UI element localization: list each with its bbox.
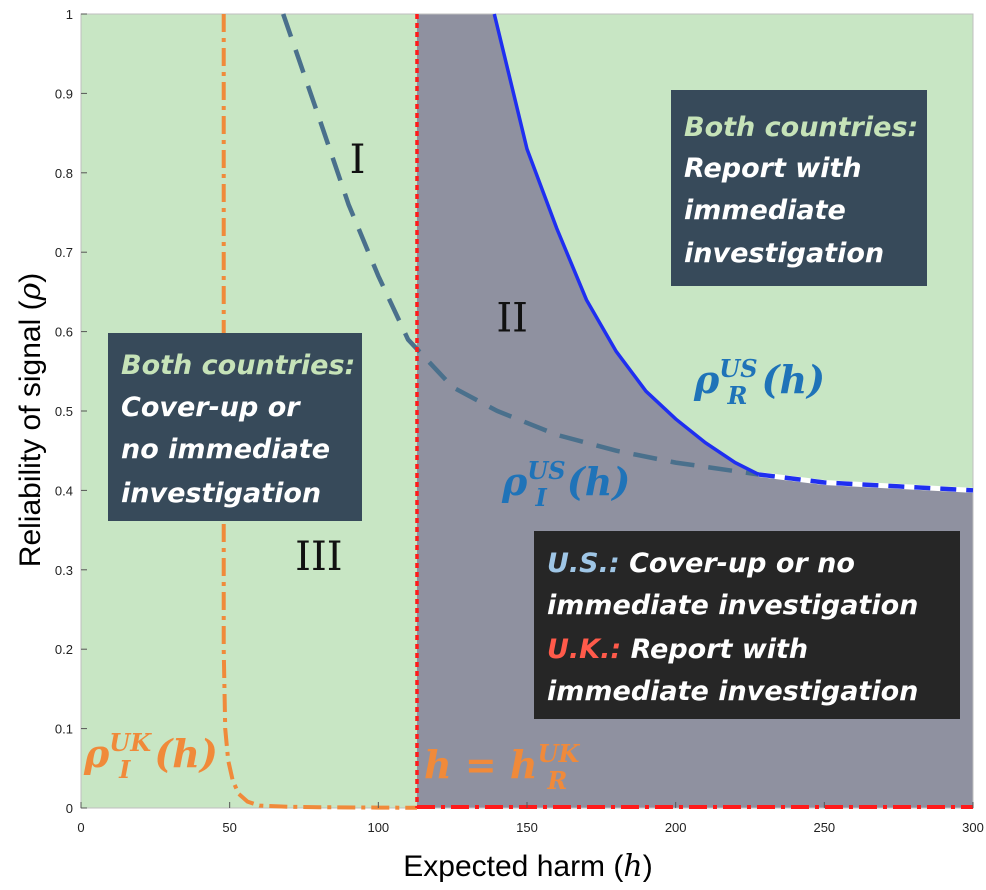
box-us-uk-bg	[534, 531, 960, 719]
box-uk-line-2: immediate investigation	[547, 676, 918, 707]
uk-label: U.K.:	[547, 634, 621, 665]
box-both-report-line-3: investigation	[684, 238, 884, 269]
y-tick-label: 0.1	[55, 722, 73, 737]
y-tick-label: 0.2	[55, 642, 73, 657]
x-tick-label: 0	[77, 820, 84, 835]
box-both-coverup-highlight: Both countries:	[121, 350, 355, 381]
box-us-uk: U.S.: Cover-up or no immediate investiga…	[534, 531, 960, 719]
rho-I-UK-curve	[221, 14, 417, 810]
box-both-report-bg	[671, 90, 927, 286]
x-tick-label: 250	[813, 820, 835, 835]
box-both-coverup-line-3: investigation	[121, 478, 321, 509]
box-uk-line-1: U.K.: Report with	[547, 634, 808, 665]
y-tick-label: 0.3	[55, 563, 73, 578]
rho-I-US-label: ρUS I (h)	[501, 456, 630, 512]
h-R-UK-label: h = hUK R	[424, 739, 580, 795]
box-us-line-2: immediate investigation	[547, 590, 918, 621]
y-tick-label: 0.8	[55, 166, 73, 181]
rho-I-US-tail-curve	[758, 472, 974, 493]
region-label-ii: II	[496, 296, 528, 342]
y-axis-title: Reliability of signal (ρ)	[13, 273, 48, 567]
box-both-report-highlight: Both countries:	[684, 112, 918, 143]
rho-I-UK-label: ρUK I (h)	[83, 728, 218, 784]
y-tick-label: 0.9	[55, 86, 73, 101]
rho-R-US-label: ρUS R (h)	[693, 354, 825, 410]
y-tick-label: 1	[66, 7, 73, 22]
x-tick-label: 200	[665, 820, 687, 835]
box-both-coverup: Both countries: Cover-up or no immediate…	[108, 333, 362, 521]
box-both-report-line-1: Report with	[684, 153, 862, 184]
region-label-iii: III	[295, 534, 342, 580]
x-tick-label: 150	[516, 820, 538, 835]
x-tick-label: 50	[222, 820, 236, 835]
x-tick-label: 100	[367, 820, 389, 835]
y-tick-label: 0.4	[55, 483, 73, 498]
x-tick-label: 300	[962, 820, 984, 835]
box-both-coverup-bg	[108, 333, 362, 521]
us-label: U.S.:	[547, 548, 620, 579]
y-tick-label: 0.5	[55, 404, 73, 419]
y-tick-label: 0.6	[55, 325, 73, 340]
box-both-report-line-2: immediate	[684, 195, 846, 226]
y-tick-label: 0	[66, 801, 73, 816]
rho-R-US-curve	[492, 13, 760, 477]
y-tick-label: 0.7	[55, 245, 73, 260]
box-us-line-1: U.S.: Cover-up or no	[547, 548, 855, 579]
rho-I-US-curve	[281, 13, 760, 477]
x-axis-title: Expected harm (h)	[403, 849, 652, 884]
box-both-report: Both countries: Report with immediate in…	[671, 90, 927, 286]
box-both-coverup-line-2: no immediate	[121, 434, 330, 465]
axis-ticks: 0 50 100 150 200 250 300 0 0.1 0.2 0.3 0.4 0.5 0.6 0.7…	[55, 7, 984, 835]
region-label-i: I	[350, 137, 366, 183]
box-both-coverup-line-1: Cover-up or	[121, 392, 301, 423]
